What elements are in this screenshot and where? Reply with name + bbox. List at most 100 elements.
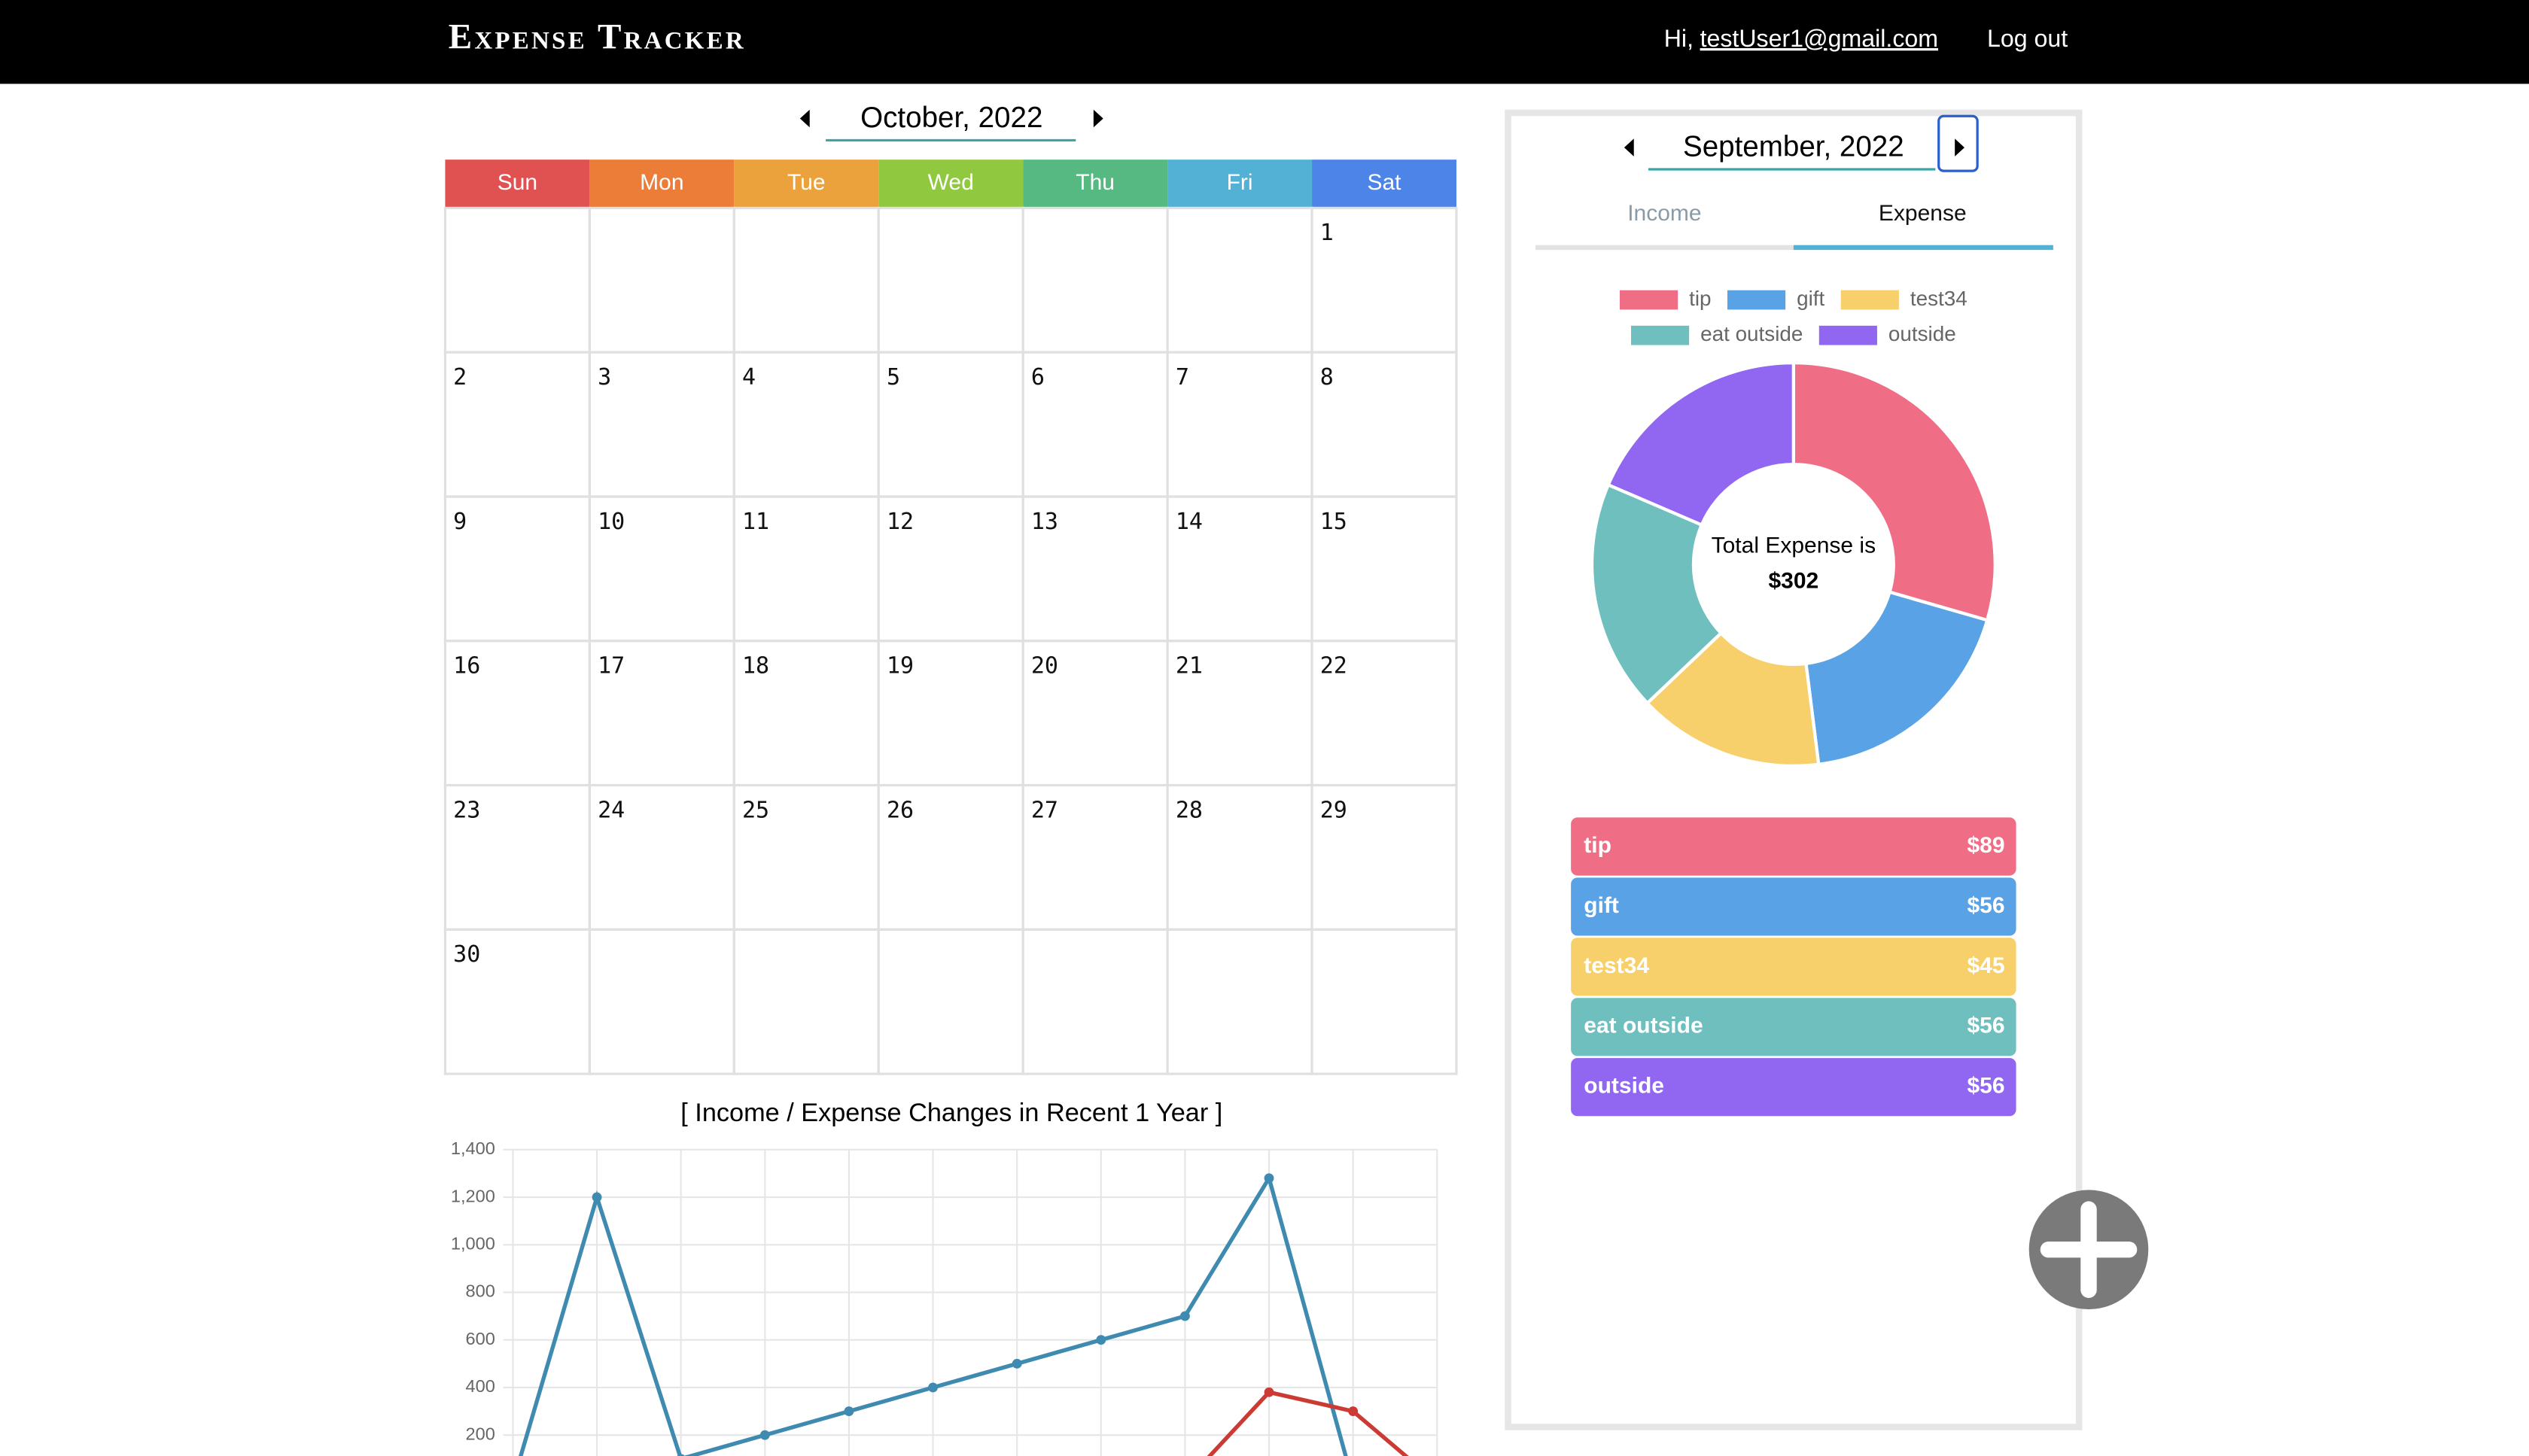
day-cell[interactable] bbox=[1166, 928, 1313, 1075]
expense-name: test34 bbox=[1584, 953, 1649, 978]
expense-item[interactable] bbox=[1571, 938, 2016, 996]
day-number: 16 bbox=[453, 653, 480, 679]
day-cell[interactable] bbox=[1021, 495, 1169, 643]
line-point bbox=[592, 1192, 602, 1202]
day-cell[interactable] bbox=[588, 206, 735, 354]
day-number: 26 bbox=[887, 797, 914, 823]
day-cell[interactable] bbox=[1310, 928, 1458, 1075]
day-cell[interactable] bbox=[588, 640, 735, 787]
chart-title: [ Income / Expense Changes in Recent 1 Y… bbox=[680, 1099, 1222, 1127]
add-icon bbox=[2080, 1201, 2097, 1298]
next-icon bbox=[1955, 138, 1964, 157]
line-point bbox=[1264, 1173, 1274, 1184]
expense-name: eat outside bbox=[1584, 1014, 1703, 1038]
center-value: $302 bbox=[1768, 568, 1818, 593]
prev-month-button[interactable] bbox=[799, 109, 810, 128]
line-point bbox=[1348, 1406, 1359, 1416]
expense-name: gift bbox=[1584, 893, 1619, 918]
expense-list: tip $89 gift $56 test34 $45 eat outside $56 outs… bbox=[1571, 817, 2016, 1117]
day-cell[interactable] bbox=[443, 783, 591, 931]
logout-link[interactable]: Log out bbox=[1987, 25, 2068, 52]
day-cell[interactable] bbox=[443, 928, 591, 1075]
day-cell[interactable] bbox=[877, 495, 1024, 643]
expense-item[interactable] bbox=[1571, 1058, 2016, 1117]
y-tick-label: 800 bbox=[466, 1281, 495, 1301]
legend: tip gift test34 eat outside outside bbox=[1619, 287, 1968, 345]
tab-underline-active bbox=[1793, 245, 2053, 251]
day-number: 3 bbox=[598, 364, 611, 391]
weekday-label: Wed bbox=[928, 170, 974, 195]
summary-prev-button[interactable] bbox=[1624, 138, 1634, 157]
weekday-header bbox=[734, 160, 879, 208]
day-number: 30 bbox=[453, 941, 480, 968]
day-cell[interactable] bbox=[732, 783, 880, 931]
legend-label: test34 bbox=[1910, 287, 1968, 310]
day-cell[interactable] bbox=[588, 351, 735, 498]
day-cell[interactable] bbox=[588, 928, 735, 1075]
day-number: 20 bbox=[1031, 653, 1058, 679]
day-number: 13 bbox=[1031, 509, 1058, 535]
day-cell[interactable] bbox=[732, 928, 880, 1075]
day-number: 25 bbox=[742, 797, 769, 823]
day-cell[interactable] bbox=[732, 351, 880, 498]
day-number: 11 bbox=[742, 509, 769, 535]
day-cell[interactable] bbox=[1166, 640, 1313, 787]
day-cell[interactable] bbox=[443, 206, 591, 354]
line-point bbox=[844, 1406, 854, 1416]
donut-segment bbox=[1605, 360, 1795, 527]
day-cell[interactable] bbox=[1021, 640, 1169, 787]
weekday-label: Thu bbox=[1076, 170, 1115, 195]
day-cell[interactable] bbox=[1021, 928, 1169, 1075]
y-tick-label: 1,200 bbox=[451, 1186, 495, 1205]
day-cell[interactable] bbox=[732, 640, 880, 787]
day-number: 10 bbox=[598, 509, 625, 535]
day-cell[interactable] bbox=[877, 928, 1024, 1075]
expense-amount: $89 bbox=[1968, 833, 2005, 858]
day-cell[interactable] bbox=[877, 206, 1024, 354]
weekday-label: Fri bbox=[1227, 170, 1253, 195]
day-number: 24 bbox=[598, 797, 625, 823]
day-number: 23 bbox=[453, 797, 480, 823]
expense-item[interactable] bbox=[1571, 998, 2016, 1056]
day-cell[interactable] bbox=[877, 783, 1024, 931]
line-point bbox=[1012, 1358, 1022, 1369]
day-number: 12 bbox=[887, 509, 914, 535]
line-point bbox=[759, 1430, 770, 1440]
day-cell[interactable] bbox=[588, 495, 735, 643]
add-button[interactable] bbox=[2028, 1190, 2149, 1309]
day-cell[interactable] bbox=[1310, 495, 1458, 643]
tab-income[interactable]: Income bbox=[1627, 201, 1701, 226]
expense-item[interactable] bbox=[1571, 817, 2016, 876]
day-cell[interactable] bbox=[1166, 206, 1313, 354]
day-cell[interactable] bbox=[732, 206, 880, 354]
day-cell[interactable] bbox=[1310, 783, 1458, 931]
line-chart: 200 400 600 800 1,000 1,200 1,400 bbox=[451, 1138, 1438, 1456]
day-cell[interactable] bbox=[1310, 351, 1458, 498]
day-number: 29 bbox=[1320, 797, 1347, 823]
user-email[interactable]: testUser1@gmail.com bbox=[1700, 25, 1938, 52]
day-cell[interactable] bbox=[877, 351, 1024, 498]
legend-row: eat outside outside bbox=[1630, 322, 1956, 345]
day-number: 6 bbox=[1031, 364, 1045, 391]
day-cell[interactable] bbox=[1021, 783, 1169, 931]
day-cell[interactable] bbox=[443, 495, 591, 643]
expense-item[interactable] bbox=[1571, 877, 2016, 936]
y-tick-label: 400 bbox=[466, 1376, 495, 1396]
day-cell[interactable] bbox=[1310, 640, 1458, 787]
legend-swatch bbox=[1818, 325, 1877, 345]
donut-segment bbox=[1791, 360, 1997, 622]
expense-name: tip bbox=[1584, 833, 1611, 858]
day-cell[interactable] bbox=[443, 640, 591, 787]
day-cell[interactable] bbox=[1021, 351, 1169, 498]
line-point bbox=[928, 1382, 938, 1393]
day-number: 18 bbox=[742, 653, 769, 679]
y-tick-label: 1,400 bbox=[451, 1138, 495, 1158]
day-cell[interactable] bbox=[1166, 495, 1313, 643]
day-cell[interactable] bbox=[588, 783, 735, 931]
day-cell[interactable] bbox=[1166, 351, 1313, 498]
tab-expense[interactable]: Expense bbox=[1879, 201, 1967, 226]
next-month-button[interactable] bbox=[1093, 109, 1103, 128]
day-number: 22 bbox=[1320, 653, 1347, 679]
day-cell[interactable] bbox=[1021, 206, 1169, 354]
day-number: 19 bbox=[887, 653, 914, 679]
